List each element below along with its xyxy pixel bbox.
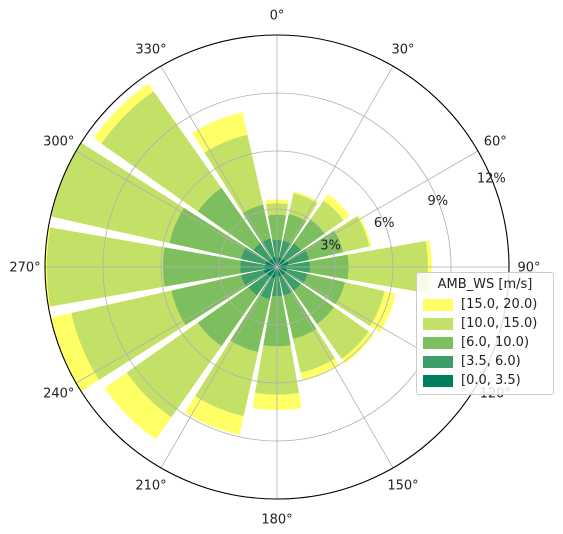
- legend-swatch: [423, 317, 453, 330]
- legend-title: AMB_WS [m/s]: [437, 277, 533, 292]
- legend-swatch: [423, 355, 453, 368]
- legend-entry: [6.0, 10.0): [423, 333, 547, 352]
- windrose-bar-segment: [277, 259, 285, 267]
- legend-label: [3.5, 6.0): [461, 354, 521, 369]
- windrose-bar-segment: [277, 267, 285, 275]
- grid-layer: [44, 34, 510, 500]
- legend-entry: [15.0, 20.0): [423, 295, 547, 314]
- legend: AMB_WS [m/s] [15.0, 20.0) [10.0, 15.0) [6.…: [416, 272, 554, 395]
- angular-tick-label: 60°: [484, 135, 507, 150]
- legend-label: [0.0, 3.5): [461, 373, 521, 388]
- angular-tick-label: 150°: [387, 479, 418, 494]
- radial-gridcircle: [102, 92, 452, 442]
- angular-tick-label: 210°: [135, 479, 166, 494]
- angular-tick-label: 330°: [135, 42, 166, 57]
- radial-gridcircle: [218, 208, 336, 326]
- radial-tick-label: 3%: [320, 238, 341, 253]
- legend-entry: [0.0, 3.5): [423, 371, 547, 390]
- angular-tick-label: 240°: [43, 387, 74, 402]
- angular-tick-label: 180°: [261, 513, 292, 528]
- angular-tick-label: 90°: [517, 261, 540, 276]
- windrose-bar-segment: [269, 259, 277, 267]
- legend-swatch: [423, 374, 453, 387]
- bars-layer: [45, 83, 432, 440]
- radial-tick-label: 9%: [427, 194, 448, 209]
- legend-label: [10.0, 15.0): [461, 316, 538, 331]
- legend-entry: [10.0, 15.0): [423, 314, 547, 333]
- legend-swatch: [423, 336, 453, 349]
- radial-tick-label: 6%: [374, 216, 395, 231]
- angular-tick-label: 270°: [9, 261, 40, 276]
- legend-label: [6.0, 10.0): [461, 335, 530, 350]
- angular-tick-label: 0°: [270, 9, 285, 24]
- angular-tick-label: 30°: [391, 42, 414, 57]
- polar-frame: [44, 34, 510, 500]
- legend-swatch: [423, 298, 453, 311]
- legend-label: [15.0, 20.0): [461, 297, 538, 312]
- radial-gridcircle: [160, 150, 394, 384]
- windrose-bar-segment: [267, 267, 277, 277]
- radial-tick-label: 12%: [477, 172, 506, 187]
- legend-entry: [3.5, 6.0): [423, 352, 547, 371]
- angular-tick-label: 300°: [43, 135, 74, 150]
